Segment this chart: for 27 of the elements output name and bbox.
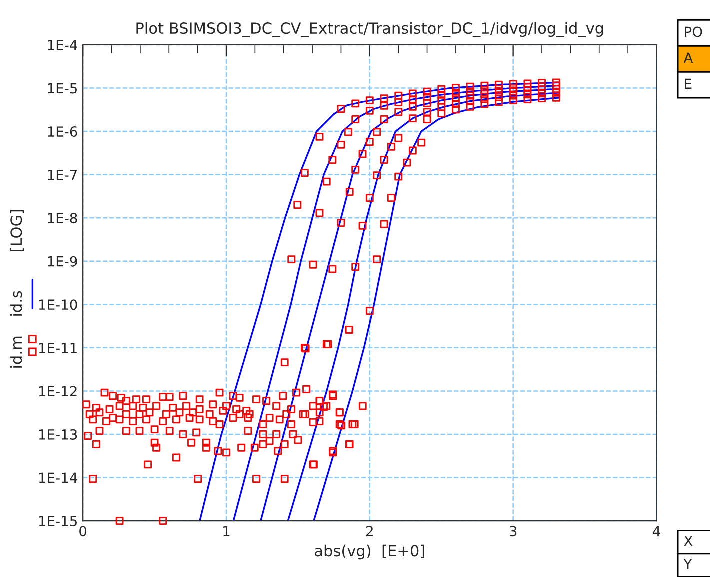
text: PO bbox=[685, 26, 702, 38]
legend-label: id.m bbox=[10, 336, 22, 368]
text: Y bbox=[684, 559, 692, 570]
chart-title: Plot BSIMSOI3_DC_CV_Extract/Transistor_DC_1/idvg/log_id_vg bbox=[136, 22, 604, 38]
y-tick-label: 1E-5 bbox=[48, 83, 77, 94]
x-tick-label: 1 bbox=[224, 526, 230, 536]
y-tick-label: 1E-9 bbox=[48, 256, 78, 267]
y-tick-label: 1E-11 bbox=[39, 343, 77, 354]
y-tick-label: 1E-6 bbox=[48, 126, 78, 138]
x-tick-label: 0 bbox=[80, 526, 87, 537]
text: X bbox=[684, 536, 693, 546]
y-tick-label: 1E-4 bbox=[48, 40, 78, 50]
y-tick-label: 1E-7 bbox=[48, 170, 78, 180]
y-tick-label: 1E-10 bbox=[39, 300, 78, 310]
y-tick-label: 1E-15 bbox=[39, 516, 77, 527]
x-tick-label: 4 bbox=[653, 526, 660, 536]
x-tick-label: 3 bbox=[510, 526, 517, 537]
y-tick-label: 1E-13 bbox=[39, 429, 78, 440]
x-axis-title: abs(vg) [E+0] bbox=[315, 544, 424, 560]
text: A bbox=[684, 52, 694, 63]
y-tick-label: 1E-12 bbox=[39, 386, 77, 396]
legend-label: id.s bbox=[10, 291, 22, 316]
y-tick-label: 1E-8 bbox=[48, 213, 78, 224]
y-tick-label: 1E-14 bbox=[39, 472, 78, 484]
y-axis-title: [LOG] bbox=[10, 210, 24, 252]
x-tick-label: 2 bbox=[366, 526, 373, 536]
text: E bbox=[685, 78, 692, 89]
